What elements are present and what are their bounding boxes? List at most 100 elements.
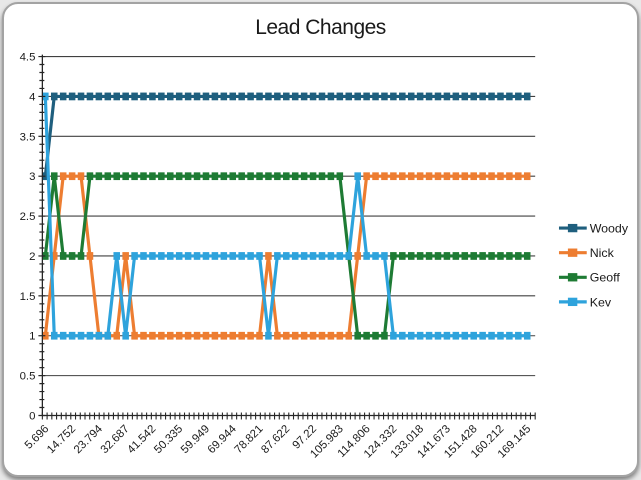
data-point-marker xyxy=(515,252,522,260)
data-point-marker xyxy=(149,252,156,260)
data-point-marker xyxy=(363,92,370,101)
data-point-marker xyxy=(309,172,317,181)
data-point-marker xyxy=(256,172,263,181)
data-point-marker xyxy=(291,172,299,181)
data-point-marker xyxy=(479,172,486,181)
data-point-marker xyxy=(461,172,469,181)
data-point-marker xyxy=(220,252,228,260)
data-point-marker xyxy=(238,252,245,260)
data-point-marker xyxy=(434,92,442,101)
data-point-marker xyxy=(318,92,326,101)
data-point-marker xyxy=(434,252,442,260)
data-point-marker xyxy=(184,252,192,260)
data-point-marker xyxy=(291,92,299,101)
data-point-marker xyxy=(390,252,397,260)
data-point-marker xyxy=(238,331,245,340)
data-point-marker xyxy=(461,252,469,260)
data-point-marker xyxy=(425,331,433,340)
y-axis-labels: 4.5 4 3.5 3 2.5 2 1.5 1 0.5 0 xyxy=(20,52,36,423)
data-point-marker xyxy=(265,92,272,101)
data-point-marker xyxy=(229,172,237,181)
y-tick-label: 4.5 xyxy=(20,52,36,64)
data-point-marker xyxy=(461,331,469,340)
data-point-marker xyxy=(184,172,192,181)
data-point-marker xyxy=(50,172,58,181)
y-tick-label: 4 xyxy=(29,91,35,103)
legend-label: Nick xyxy=(590,246,615,260)
data-point-marker xyxy=(372,92,379,101)
data-point-marker xyxy=(488,92,495,101)
data-point-marker xyxy=(461,92,469,101)
data-point-marker xyxy=(354,172,361,181)
x-tick-label: 78.821 xyxy=(232,423,265,456)
data-point-marker xyxy=(381,92,388,101)
data-point-marker xyxy=(399,92,406,101)
data-point-marker xyxy=(434,331,442,340)
data-point-marker xyxy=(202,172,210,181)
data-point-marker xyxy=(247,252,254,260)
data-point-marker xyxy=(300,331,308,340)
data-point-marker xyxy=(175,252,183,260)
data-point-marker xyxy=(113,172,121,181)
data-point-marker xyxy=(470,172,477,181)
data-point-marker xyxy=(77,331,85,340)
data-point-marker xyxy=(59,252,67,260)
data-point-marker xyxy=(229,92,237,101)
data-point-marker xyxy=(452,252,460,260)
data-point-marker xyxy=(104,172,112,181)
x-tick-label: 23.794 xyxy=(72,423,105,456)
data-point-marker xyxy=(113,252,121,260)
data-point-marker xyxy=(452,92,460,101)
data-point-marker xyxy=(256,331,263,340)
y-tick-label: 1.5 xyxy=(20,291,36,303)
data-point-marker xyxy=(256,92,263,101)
data-point-marker xyxy=(354,331,361,340)
data-point-marker xyxy=(318,331,326,340)
data-point-marker xyxy=(345,252,353,260)
data-point-marker xyxy=(506,252,513,260)
data-point-marker xyxy=(399,252,406,260)
data-point-marker xyxy=(158,331,165,340)
data-point-marker xyxy=(515,331,522,340)
data-point-marker xyxy=(175,92,183,101)
legend: Woody Nick Geoff Kev xyxy=(558,222,629,309)
data-point-marker xyxy=(265,252,272,260)
legend-marker xyxy=(567,248,578,257)
data-point-marker xyxy=(399,172,406,181)
data-point-marker xyxy=(488,172,495,181)
data-point-marker xyxy=(131,331,138,340)
data-point-marker xyxy=(327,331,335,340)
data-point-marker xyxy=(113,331,121,340)
data-point-marker xyxy=(50,252,58,260)
x-tick-label: 14.752 xyxy=(45,423,78,456)
data-point-marker xyxy=(184,331,192,340)
data-point-marker xyxy=(95,92,103,101)
legend-item-nick: Nick xyxy=(558,246,615,260)
data-point-marker xyxy=(86,331,94,340)
data-point-marker xyxy=(309,252,317,260)
data-point-marker xyxy=(354,252,361,260)
data-point-marker xyxy=(506,331,513,340)
data-point-marker xyxy=(506,172,513,181)
data-point-marker xyxy=(95,331,103,340)
data-point-marker xyxy=(229,331,237,340)
data-point-marker xyxy=(202,331,210,340)
legend-item-woody: Woody xyxy=(558,222,629,236)
data-point-marker xyxy=(122,172,129,181)
data-point-marker xyxy=(158,252,165,260)
data-point-marker xyxy=(184,92,192,101)
data-point-marker xyxy=(372,172,379,181)
series-woody xyxy=(42,92,531,181)
data-point-marker xyxy=(86,92,94,101)
data-point-marker xyxy=(274,252,281,260)
data-point-marker xyxy=(283,252,290,260)
data-point-marker xyxy=(167,92,174,101)
data-point-marker xyxy=(425,92,433,101)
data-point-marker xyxy=(131,172,138,181)
data-point-marker xyxy=(283,172,290,181)
data-point-marker xyxy=(470,331,477,340)
data-point-marker xyxy=(479,252,486,260)
data-point-marker xyxy=(416,92,424,101)
data-point-marker xyxy=(175,331,183,340)
data-point-marker xyxy=(425,172,433,181)
